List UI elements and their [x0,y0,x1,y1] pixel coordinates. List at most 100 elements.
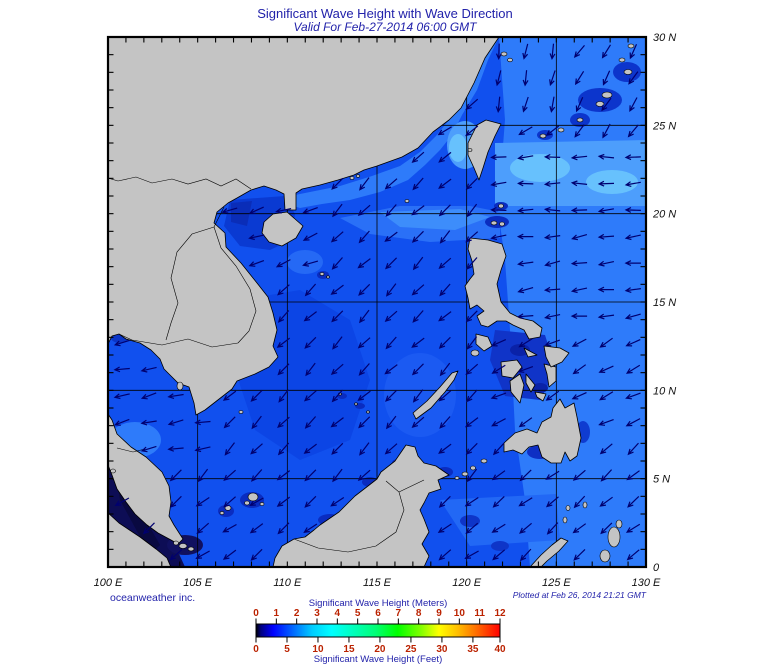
legend-meters-scale: 0 1 2 3 4 5 6 7 8 9 10 11 12 [253,608,506,624]
wave-direction-arrow [248,234,265,241]
legend-meters-value: 0 [253,608,259,619]
wave-direction-arrow [277,310,290,323]
small-island-babuyan [499,221,505,227]
wave-direction-arrow [385,336,397,350]
wave-direction-arrow [222,549,237,560]
land-samar [543,345,570,368]
wave-direction-arrow [140,392,157,400]
wave-direction-arrow [169,469,182,482]
small-island-sulu [461,471,469,477]
wave-direction-arrow [518,417,533,428]
wave-direction-arrow [574,124,585,138]
small-island-riau [173,540,179,546]
wave-direction-arrow [466,389,478,403]
wave-direction-arrow [357,390,371,401]
wave-patch-pale [449,134,467,162]
land-bohol [534,391,547,402]
wave-direction-arrow [249,523,264,534]
small-island-ryukyu [623,69,633,75]
legend-meters-value: 12 [494,608,506,619]
small-island [238,410,244,414]
legend-meters-value: 11 [474,608,485,619]
x-axis-label: 110 E [273,577,302,589]
wave-direction-arrow [304,469,317,482]
wave-direction-arrow [522,70,529,87]
wave-direction-arrow [304,416,317,429]
wave-direction-arrow [142,522,155,535]
wave-direction-arrow [411,337,425,348]
wave-direction-arrow [545,496,559,508]
wave-direction-arrow [549,43,556,60]
wave-direction-arrow [358,230,370,244]
land-halmahera [607,526,621,548]
wave-direction-arrow [624,154,641,161]
country-border [118,333,239,348]
wave-direction-arrow [384,178,398,190]
wave-direction-arrow [357,258,371,269]
wave-direction-arrow [572,523,587,534]
wave-direction-arrow [357,337,371,349]
wave-direction-arrow [196,522,210,535]
calm-water-patch [578,88,622,112]
wave-direction-arrow [516,233,534,240]
wave-direction-arrow [517,154,534,161]
legend-meters-value: 7 [396,608,402,619]
wave-direction-arrow [302,260,319,267]
wave-direction-arrow [490,154,507,161]
wave-direction-arrow [113,393,130,400]
wave-direction-arrow [359,309,370,324]
small-island [615,519,623,529]
wave-direction-arrow [411,205,425,216]
wave-arrow-layer [113,43,641,562]
wave-direction-arrow [517,180,534,187]
wave-direction-arrow [113,339,130,347]
wave-direction-arrow [331,177,344,190]
wave-direction-arrow [411,363,424,376]
wave-direction-arrow [466,203,478,218]
wave-direction-arrow [544,260,561,267]
y-axis-label: 20 N [652,209,676,221]
wave-direction-arrow [113,366,130,373]
wave-direction-arrow [250,469,263,482]
wave-direction-arrow [599,496,613,507]
wave-direction-arrow [248,260,265,267]
wave-direction-arrow [167,393,184,399]
wave-direction-arrow [601,97,612,112]
y-axis-label: 15 N [653,297,676,309]
land-hainan [261,211,304,247]
small-island [507,57,513,63]
land-busuanga [470,349,480,357]
wave-direction-arrow [517,207,534,214]
wave-direction-arrow [491,470,506,481]
wave-direction-arrow [545,125,560,137]
wave-direction-arrow [357,469,371,482]
legend-meters-value: 10 [454,608,466,619]
small-island-sulu [470,465,476,471]
wave-direction-arrow [167,419,184,426]
wave-direction-arrow [628,71,639,85]
wave-direction-arrow [601,44,612,59]
wave-direction-arrow [517,366,534,373]
wave-direction-arrow [194,419,211,426]
wave-direction-arrow [544,313,561,320]
wave-direction-arrow [359,442,370,456]
wave-direction-arrow [359,177,370,191]
wave-direction-arrow [518,497,533,507]
wave-direction-arrow [412,177,424,191]
wave-direction-arrow [491,364,506,374]
legend-feet-value: 35 [467,644,479,655]
small-island-sulu [480,458,488,464]
legend-feet-value: 25 [405,644,417,655]
legend-meters-value: 2 [294,608,300,619]
wave-direction-arrow [250,548,263,561]
credit-text: oceanweather inc. [110,592,195,604]
wave-direction-arrow [597,180,615,187]
land-palawan [412,370,459,420]
wave-direction-arrow [597,313,615,320]
wave-direction-arrow [490,234,507,241]
small-island-ryukyu [595,101,605,107]
wave-direction-arrow [438,549,452,561]
wave-direction-arrow [385,389,398,402]
wave-direction-arrow [304,495,317,508]
wave-direction-arrow [438,151,452,163]
